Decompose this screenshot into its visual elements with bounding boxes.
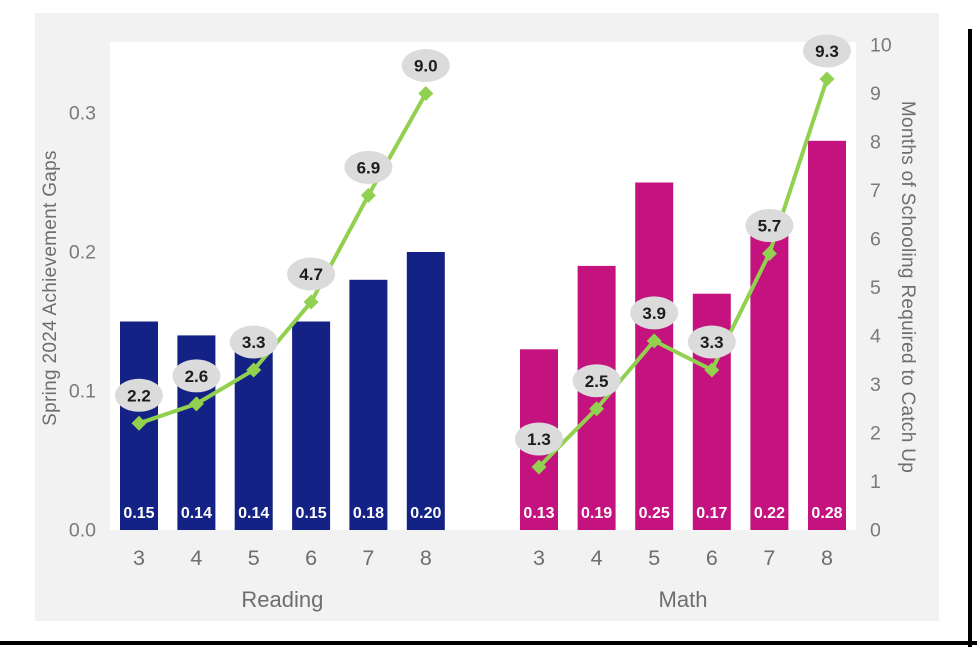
grade-tick-label: 5	[248, 546, 260, 570]
data-label-value: 9.3	[815, 42, 839, 61]
right-axis-tick-label: 8	[870, 132, 881, 154]
bar-value-label: 0.28	[811, 505, 842, 522]
bar-value-label: 0.25	[639, 505, 670, 522]
line-marker-diamond	[360, 187, 376, 203]
data-label-value: 2.2	[127, 386, 151, 405]
grade-tick-label: 3	[133, 546, 145, 570]
figure-border-right	[968, 29, 972, 647]
line-marker-diamond	[418, 86, 434, 101]
grade-tick-label: 7	[763, 546, 775, 570]
right-axis-tick-label: 3	[870, 374, 881, 396]
data-label-bubble	[515, 422, 563, 456]
grade-tick-label: 8	[420, 546, 432, 570]
bar-value-label: 0.18	[353, 505, 384, 522]
data-label-value: 1.3	[527, 430, 551, 449]
data-label-bubble	[287, 257, 336, 291]
line-marker-diamond	[188, 396, 204, 412]
reading-bar	[349, 279, 388, 530]
bar-value-label: 0.15	[296, 505, 327, 522]
data-label-bubble	[745, 209, 794, 243]
bar-value-label: 0.19	[581, 505, 612, 522]
line-marker-diamond	[646, 333, 662, 349]
math-bar	[577, 265, 616, 530]
line-marker-diamond	[303, 294, 319, 310]
data-label-bubble	[115, 378, 163, 412]
right-axis-tick-label: 4	[870, 326, 881, 348]
grade-tick-label: 4	[190, 546, 202, 570]
line-marker-diamond	[531, 459, 547, 475]
right-axis-tick-label: 9	[870, 83, 881, 105]
bar-value-label: 0.22	[754, 505, 785, 522]
right-axis-tick-label: 2	[870, 423, 881, 445]
line-marker-diamond	[761, 246, 777, 262]
line-marker-diamond	[246, 362, 262, 378]
data-label-bubble	[344, 150, 393, 184]
grade-tick-label: 7	[362, 546, 374, 570]
data-label-value: 3.3	[700, 333, 724, 352]
grade-tick-label: 6	[305, 546, 317, 570]
left-axis-tick-label: 0.1	[69, 381, 96, 403]
data-label-bubble	[572, 364, 621, 398]
grade-tick-label: 6	[706, 546, 718, 570]
data-label-bubble	[229, 325, 278, 359]
math-bar	[750, 224, 789, 530]
data-label-bubble	[172, 359, 221, 393]
group-label: Math	[659, 587, 708, 612]
data-label-bubble	[401, 49, 450, 82]
data-label-value: 4.7	[299, 265, 323, 284]
bar-value-label: 0.14	[181, 505, 212, 522]
group-label: Reading	[241, 587, 323, 612]
data-label-value: 6.9	[357, 158, 381, 177]
data-label-value: 2.5	[585, 372, 609, 391]
right-axis-tick-label: 5	[870, 277, 881, 299]
data-label-bubble	[630, 296, 679, 330]
grade-tick-label: 5	[648, 546, 660, 570]
reading-bar	[292, 321, 331, 530]
data-label-value: 5.7	[758, 217, 782, 236]
grade-tick-label: 4	[591, 546, 603, 570]
reading-bar	[406, 252, 445, 530]
right-axis-tick-label: 0	[870, 520, 881, 542]
left-axis-tick-label: 0.2	[69, 242, 96, 264]
data-label-value: 9.0	[414, 57, 438, 76]
grade-tick-label: 3	[533, 546, 545, 570]
math-bar	[808, 140, 846, 531]
bar-value-label: 0.14	[238, 505, 269, 522]
line-marker-diamond	[704, 362, 720, 378]
data-label-value: 3.9	[642, 304, 666, 323]
bar-value-label: 0.13	[523, 505, 554, 522]
grade-tick-label: 8	[821, 546, 833, 570]
right-axis-tick-label: 7	[870, 180, 881, 202]
left-axis-tick-label: 0.3	[69, 103, 96, 125]
data-label-bubble	[687, 325, 736, 359]
left-axis-tick-label: 0.0	[69, 520, 96, 542]
plot-area	[110, 42, 856, 530]
bar-value-label: 0.17	[696, 505, 727, 522]
data-label-value: 2.6	[185, 367, 209, 386]
figure-border-bottom	[0, 641, 977, 645]
right-axis-tick-label: 6	[870, 229, 881, 251]
right-axis-tick-label: 1	[870, 471, 881, 493]
line-marker-diamond	[819, 71, 835, 87]
line-marker-diamond	[589, 401, 605, 417]
bar-value-label: 0.15	[123, 505, 154, 522]
line-marker-diamond	[131, 415, 147, 431]
data-label-bubble	[803, 34, 851, 68]
right-axis-tick-label: 10	[870, 35, 892, 57]
bar-value-label: 0.20	[410, 505, 441, 522]
data-label-value: 3.3	[242, 333, 266, 352]
